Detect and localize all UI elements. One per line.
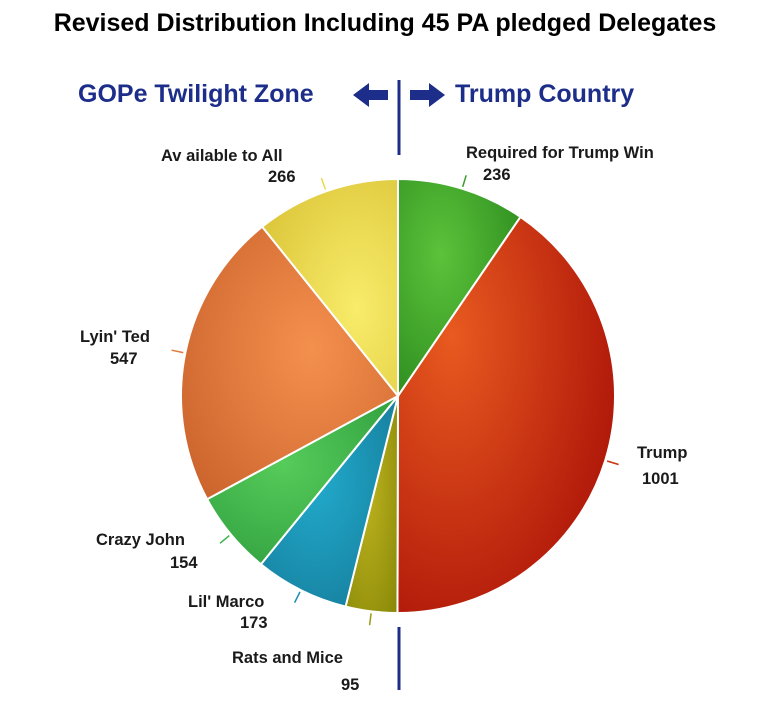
label-trump: Trump bbox=[637, 444, 687, 462]
label-required-for-trump-win: Required for Trump Win bbox=[466, 144, 654, 162]
value-rats-and-mice: 95 bbox=[341, 676, 359, 694]
leader-rats-and-mice bbox=[368, 613, 372, 626]
arrow-right-icon bbox=[410, 83, 445, 107]
slice-available-to-all bbox=[260, 177, 399, 399]
leader-lil-marco bbox=[293, 591, 301, 603]
value-lyin-ted: 547 bbox=[110, 350, 138, 368]
value-lil-marco: 173 bbox=[240, 614, 268, 632]
value-crazy-john: 154 bbox=[170, 554, 198, 572]
label-available-to-all: Av ailable to All bbox=[161, 147, 283, 165]
zone-right-label: Trump Country bbox=[455, 80, 635, 108]
slice-lyin-ted bbox=[180, 225, 400, 501]
leader-required-for-trump-win bbox=[461, 175, 467, 188]
label-lyin-ted: Lyin' Ted bbox=[80, 328, 150, 346]
leader-trump bbox=[606, 460, 619, 466]
value-trump: 1001 bbox=[642, 470, 679, 488]
zone-left-label: GOPe Twilight Zone bbox=[78, 80, 314, 108]
arrow-left-icon bbox=[353, 83, 388, 107]
label-lil-marco: Lil' Marco bbox=[188, 593, 264, 611]
label-rats-and-mice: Rats and Mice bbox=[232, 649, 343, 667]
chart-title: Revised Distribution Including 45 PA ple… bbox=[53, 9, 717, 37]
label-crazy-john: Crazy John bbox=[96, 531, 185, 549]
slice-required-for-trump-win bbox=[397, 177, 522, 400]
value-available-to-all: 266 bbox=[268, 168, 296, 186]
leader-crazy-john bbox=[219, 535, 230, 544]
leader-available-to-all bbox=[320, 177, 327, 190]
leader-lyin-ted bbox=[171, 349, 184, 354]
value-required-for-trump-win: 236 bbox=[483, 166, 511, 184]
slice-trump bbox=[396, 215, 616, 615]
